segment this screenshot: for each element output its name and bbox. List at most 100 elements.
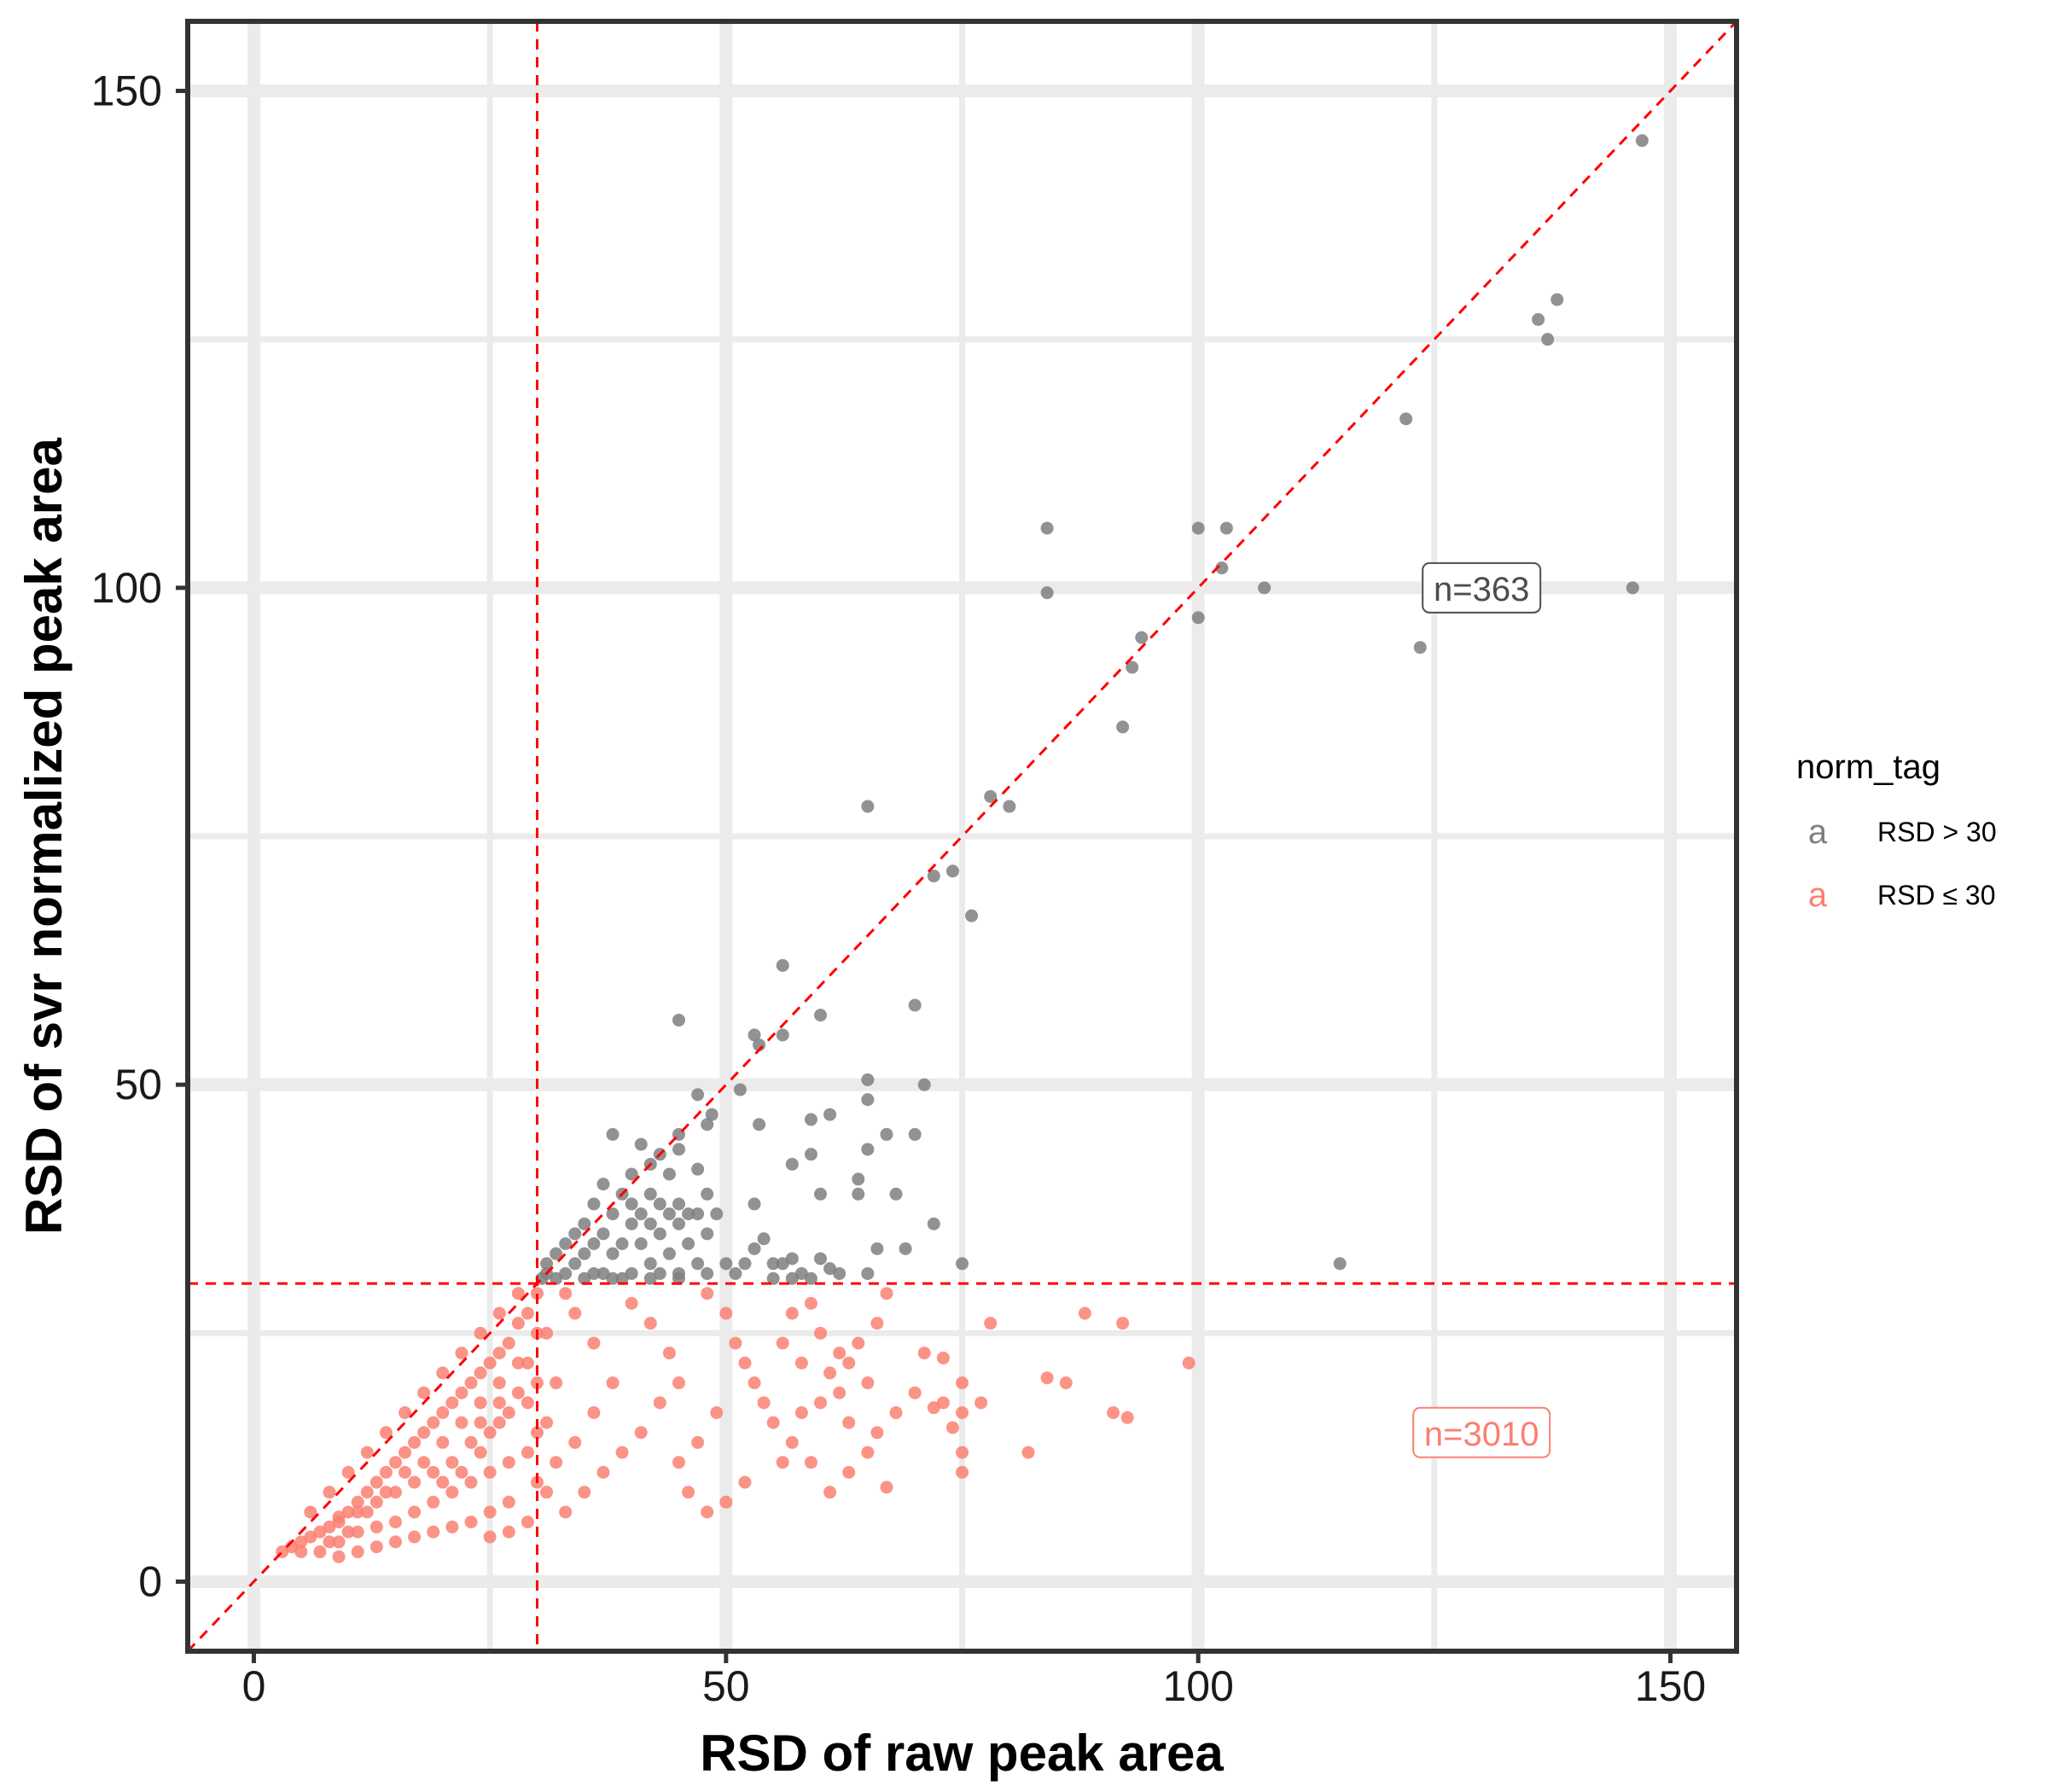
- legend-title: norm_tag: [1796, 748, 1940, 786]
- data-point: [738, 1356, 752, 1370]
- data-point: [559, 1237, 573, 1250]
- data-point: [823, 1262, 837, 1276]
- data-point: [1107, 1405, 1120, 1419]
- data-point: [757, 1396, 771, 1410]
- data-point: [436, 1435, 450, 1449]
- x-tick-labels: 0 50 100 150: [242, 1662, 1707, 1710]
- data-point: [474, 1366, 487, 1380]
- data-point: [540, 1416, 554, 1429]
- data-point: [530, 1426, 544, 1440]
- data-point: [559, 1287, 573, 1300]
- data-point: [672, 1271, 685, 1285]
- data-point: [483, 1530, 497, 1544]
- data-point: [408, 1475, 422, 1489]
- data-point: [388, 1535, 402, 1549]
- data-point: [861, 1266, 875, 1280]
- legend-key-gray: a: [1808, 813, 1828, 851]
- data-point: [701, 1505, 714, 1519]
- annotation-red-box: [1412, 1406, 1551, 1458]
- data-point: [1215, 561, 1229, 575]
- data-point: [1333, 1257, 1347, 1271]
- data-point: [719, 1257, 733, 1271]
- data-point: [785, 1306, 799, 1320]
- data-point: [550, 1376, 563, 1390]
- data-point: [729, 1266, 742, 1280]
- data-point: [578, 1217, 591, 1231]
- data-point: [984, 789, 998, 803]
- data-point: [483, 1465, 497, 1479]
- data-point: [945, 1421, 959, 1434]
- data-point: [445, 1520, 459, 1533]
- data-point: [691, 1088, 705, 1102]
- data-point: [323, 1486, 336, 1499]
- data-point: [492, 1376, 506, 1390]
- data-point: [823, 1366, 837, 1380]
- data-point: [399, 1465, 412, 1479]
- data-point: [313, 1525, 327, 1539]
- data-point: [587, 1336, 601, 1350]
- data-point: [625, 1266, 638, 1280]
- data-point: [1135, 631, 1149, 644]
- data-point: [956, 1446, 969, 1459]
- data-point: [936, 1351, 950, 1364]
- data-point: [682, 1486, 695, 1499]
- data-point: [492, 1416, 506, 1429]
- data-point: [917, 1347, 931, 1360]
- data-point: [587, 1405, 601, 1419]
- data-point: [1116, 1317, 1130, 1330]
- x-tick-label: 50: [702, 1662, 750, 1710]
- data-point: [870, 1317, 884, 1330]
- data-point: [643, 1217, 657, 1231]
- data-point: [861, 1143, 875, 1156]
- data-point: [606, 1247, 620, 1260]
- data-point: [672, 1013, 685, 1027]
- data-point: [464, 1376, 478, 1390]
- data-point: [445, 1396, 459, 1410]
- data-point: [417, 1386, 431, 1399]
- data-point: [596, 1465, 610, 1479]
- data-point: [701, 1287, 714, 1300]
- data-point: [804, 1296, 817, 1310]
- data-point: [417, 1426, 431, 1440]
- data-point: [908, 1386, 922, 1399]
- data-point: [559, 1505, 573, 1519]
- data-point: [388, 1486, 402, 1499]
- data-point: [908, 1127, 922, 1141]
- data-point: [483, 1356, 497, 1370]
- data-point: [436, 1475, 450, 1489]
- data-point: [823, 1486, 837, 1499]
- data-point: [945, 864, 959, 878]
- data-point: [483, 1505, 497, 1519]
- data-point: [672, 1143, 685, 1156]
- data-point: [606, 1127, 620, 1141]
- data-point: [492, 1306, 506, 1320]
- data-point: [304, 1530, 317, 1544]
- data-point: [917, 1078, 931, 1091]
- x-tick-label: 150: [1635, 1662, 1706, 1710]
- data-point: [701, 1266, 714, 1280]
- data-point: [682, 1237, 695, 1250]
- data-point: [748, 1242, 761, 1255]
- data-point: [662, 1347, 676, 1360]
- data-point: [1120, 1411, 1134, 1424]
- legend-label-red: RSD ≤ 30: [1877, 880, 1996, 911]
- data-point: [399, 1446, 412, 1459]
- data-point: [662, 1207, 676, 1221]
- data-point: [1182, 1356, 1196, 1370]
- data-point: [351, 1495, 364, 1509]
- data-point: [691, 1162, 705, 1176]
- data-point: [1635, 134, 1649, 148]
- data-point: [852, 1336, 865, 1350]
- data-point: [908, 998, 922, 1012]
- annotation-gray-count: n=363: [1422, 561, 1542, 614]
- data-point: [634, 1426, 648, 1440]
- annotation-gray-box: [1422, 561, 1542, 614]
- x-tick-label: 100: [1162, 1662, 1233, 1710]
- reference-lines: [186, 20, 1738, 1653]
- data-point: [455, 1465, 468, 1479]
- data-point: [1116, 720, 1130, 734]
- data-point: [625, 1217, 638, 1231]
- data-point: [634, 1237, 648, 1250]
- data-point: [738, 1257, 752, 1271]
- data-point: [464, 1435, 478, 1449]
